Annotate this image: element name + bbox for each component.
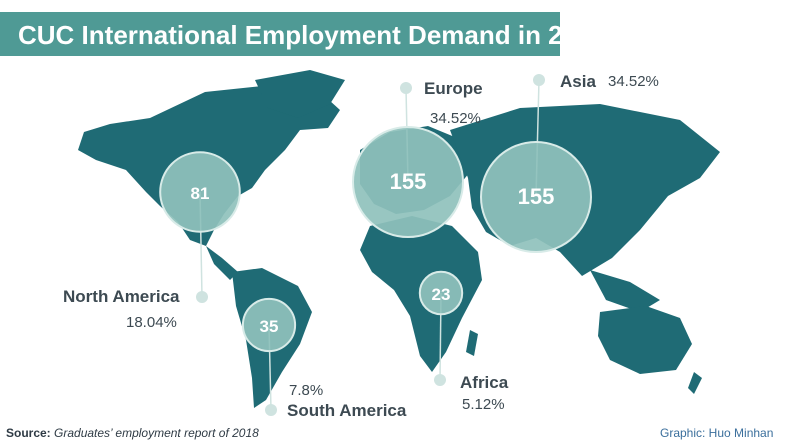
- australia-shape: [598, 306, 692, 374]
- leader-dot-south-america: [265, 404, 277, 416]
- label-south-america: South America: [287, 401, 407, 420]
- bubble-value-asia: 155: [518, 184, 555, 209]
- bubble-asia: [480, 141, 592, 253]
- pct-north-america: 18.04%: [126, 314, 177, 331]
- label-africa: Africa: [460, 373, 509, 392]
- bubble-europe: [352, 126, 464, 238]
- madagascar-shape: [466, 330, 478, 356]
- label-asia: Asia: [560, 72, 596, 91]
- leader-dot-europe: [400, 82, 412, 94]
- leader-dot-africa: [434, 374, 446, 386]
- leader-dot-north-america: [196, 291, 208, 303]
- greenland-shape: [255, 70, 345, 118]
- pct-africa: 5.12%: [462, 396, 505, 413]
- bubble-value-south-america: 35: [260, 317, 279, 336]
- bubble-north-america: [159, 151, 241, 233]
- source-text: Graduates’ employment report of 2018: [50, 426, 259, 440]
- pct-south-america: 7.8%: [289, 382, 324, 399]
- graphic-credit: Graphic: Huo Minhan: [660, 426, 774, 440]
- new-zealand-shape: [688, 372, 702, 394]
- source-note: Source: Graduates’ employment report of …: [6, 426, 259, 440]
- continents-layer: [78, 70, 720, 408]
- bubble-value-europe: 155: [390, 169, 427, 194]
- bubble-value-africa: 23: [432, 285, 451, 304]
- pct-asia: 34.52%: [608, 73, 659, 90]
- bubbles-layer: 81 155 155 23 35: [159, 126, 592, 353]
- label-europe: Europe: [424, 79, 483, 98]
- bubble-south-america: [241, 297, 297, 353]
- central-america-shape: [206, 246, 238, 280]
- bubble-value-north-america: 81: [191, 184, 210, 203]
- southeast-asia-shape: [590, 270, 660, 312]
- chart-title: CUC International Employment Demand in 2…: [18, 20, 607, 50]
- leader-dot-asia: [533, 74, 545, 86]
- pct-europe: 34.52%: [430, 110, 481, 127]
- label-north-america: North America: [63, 287, 180, 306]
- title-bar: [0, 12, 560, 56]
- source-label: Source:: [6, 426, 51, 440]
- bubble-africa: [418, 270, 464, 316]
